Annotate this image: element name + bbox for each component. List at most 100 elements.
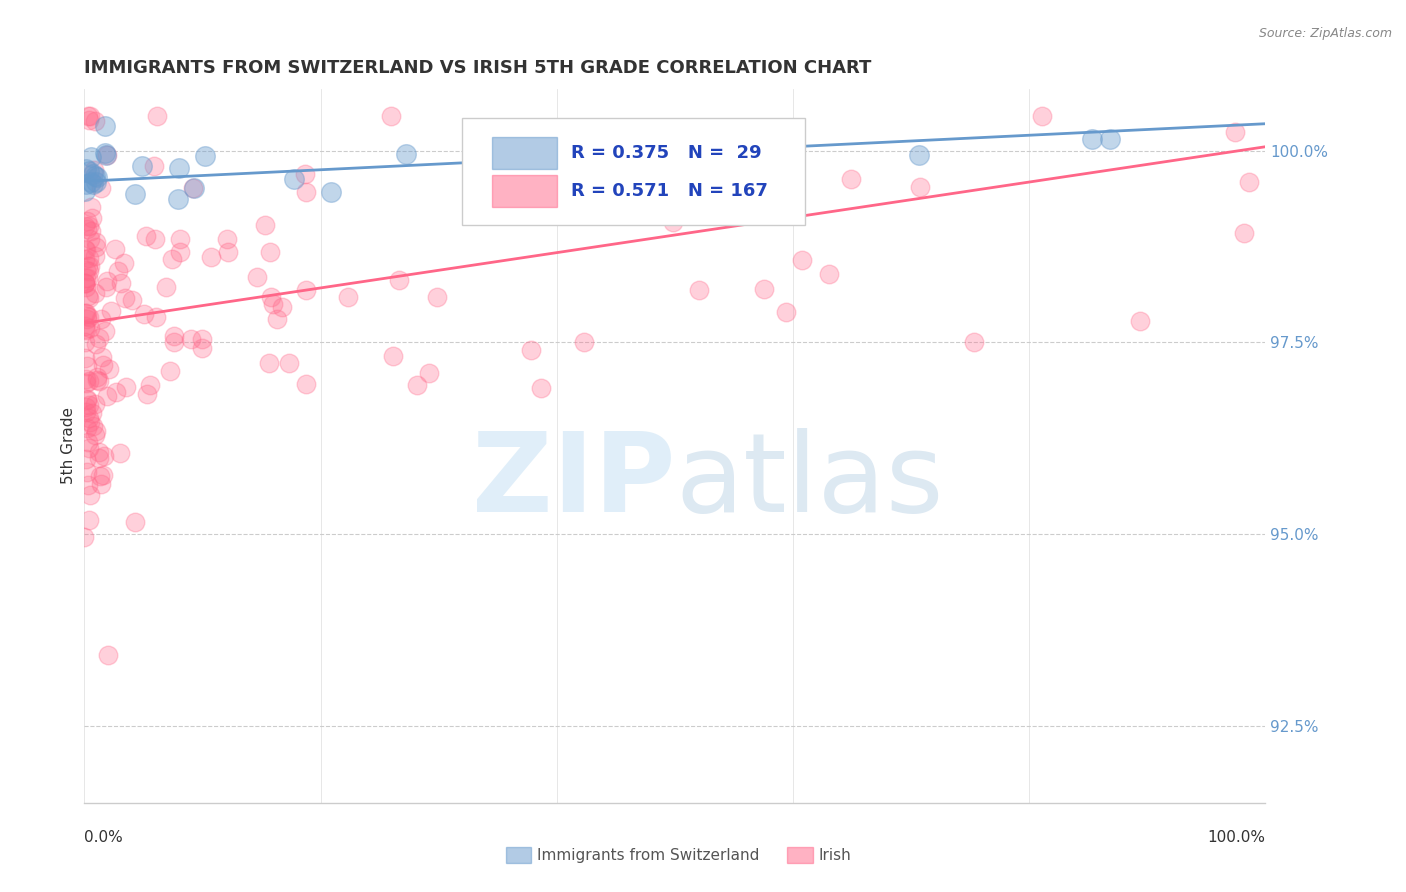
Point — [1031, 109, 1053, 123]
Text: atlas: atlas — [675, 428, 943, 535]
Point — [75, 372, 97, 386]
Point — [155, 280, 177, 294]
Point — [754, 282, 776, 296]
Point — [73, 184, 96, 198]
Point — [380, 109, 402, 123]
Point — [283, 171, 305, 186]
Point — [73, 277, 96, 291]
Point — [84, 337, 107, 351]
Point — [134, 308, 156, 322]
Point — [73, 277, 96, 291]
Point — [262, 297, 284, 311]
Point — [253, 219, 276, 233]
Point — [73, 277, 96, 291]
Point — [86, 170, 108, 185]
Point — [1129, 314, 1152, 328]
Point — [76, 280, 98, 294]
Point — [82, 419, 104, 434]
Point — [162, 335, 184, 350]
Point — [73, 306, 96, 320]
Point — [75, 451, 97, 466]
Point — [75, 178, 97, 192]
Point — [963, 335, 986, 350]
Point — [1233, 226, 1256, 240]
Point — [76, 392, 98, 407]
Point — [190, 341, 212, 355]
Text: Source: ZipAtlas.com: Source: ZipAtlas.com — [1258, 27, 1392, 40]
Point — [83, 249, 105, 263]
Point — [75, 270, 97, 285]
Point — [79, 411, 101, 425]
Point — [520, 343, 543, 357]
Point — [100, 304, 122, 318]
Point — [134, 228, 156, 243]
Point — [77, 292, 100, 306]
Point — [90, 312, 112, 326]
Point — [124, 515, 146, 529]
Point — [86, 369, 108, 384]
Point — [91, 467, 114, 482]
Point — [89, 468, 111, 483]
Point — [96, 280, 118, 294]
Point — [84, 397, 107, 411]
Point — [79, 415, 101, 429]
Point — [169, 245, 191, 260]
Point — [77, 219, 100, 233]
Text: ZIP: ZIP — [471, 428, 675, 535]
Point — [295, 283, 318, 297]
Point — [142, 159, 165, 173]
Point — [77, 289, 100, 303]
Point — [246, 269, 269, 284]
Point — [180, 332, 202, 346]
Point — [76, 393, 98, 408]
Point — [107, 264, 129, 278]
Point — [90, 181, 112, 195]
Point — [84, 235, 107, 249]
Y-axis label: 5th Grade: 5th Grade — [60, 408, 76, 484]
Point — [114, 291, 136, 305]
Point — [83, 285, 105, 300]
Point — [395, 147, 418, 161]
Point — [94, 146, 117, 161]
Bar — [492, 137, 557, 169]
Point — [295, 377, 318, 392]
Point — [96, 148, 118, 162]
Point — [96, 147, 118, 161]
Point — [839, 172, 862, 186]
Point — [79, 320, 101, 334]
Point — [77, 164, 100, 178]
Point — [388, 273, 411, 287]
Point — [86, 373, 108, 387]
Point — [75, 376, 97, 390]
Point — [770, 143, 793, 157]
Point — [73, 252, 96, 267]
Point — [278, 356, 301, 370]
Point — [75, 219, 97, 233]
Point — [75, 404, 97, 418]
Point — [1225, 125, 1247, 139]
Point — [110, 446, 132, 460]
Point — [75, 262, 97, 277]
Point — [77, 310, 100, 324]
Point — [501, 148, 523, 162]
Point — [84, 424, 107, 438]
Point — [131, 159, 153, 173]
Point — [80, 224, 103, 238]
Point — [84, 240, 107, 254]
Point — [96, 274, 118, 288]
Point — [77, 441, 100, 455]
Point — [76, 421, 98, 435]
Text: 100.0%: 100.0% — [1208, 830, 1265, 845]
Point — [79, 264, 101, 278]
Point — [159, 364, 181, 378]
Point — [76, 309, 98, 323]
Point — [574, 171, 596, 186]
Point — [160, 252, 183, 266]
Point — [908, 148, 931, 162]
Point — [77, 513, 100, 527]
Point — [145, 310, 167, 324]
Point — [89, 445, 111, 459]
Point — [76, 465, 98, 479]
Point — [124, 186, 146, 201]
Point — [89, 374, 111, 388]
